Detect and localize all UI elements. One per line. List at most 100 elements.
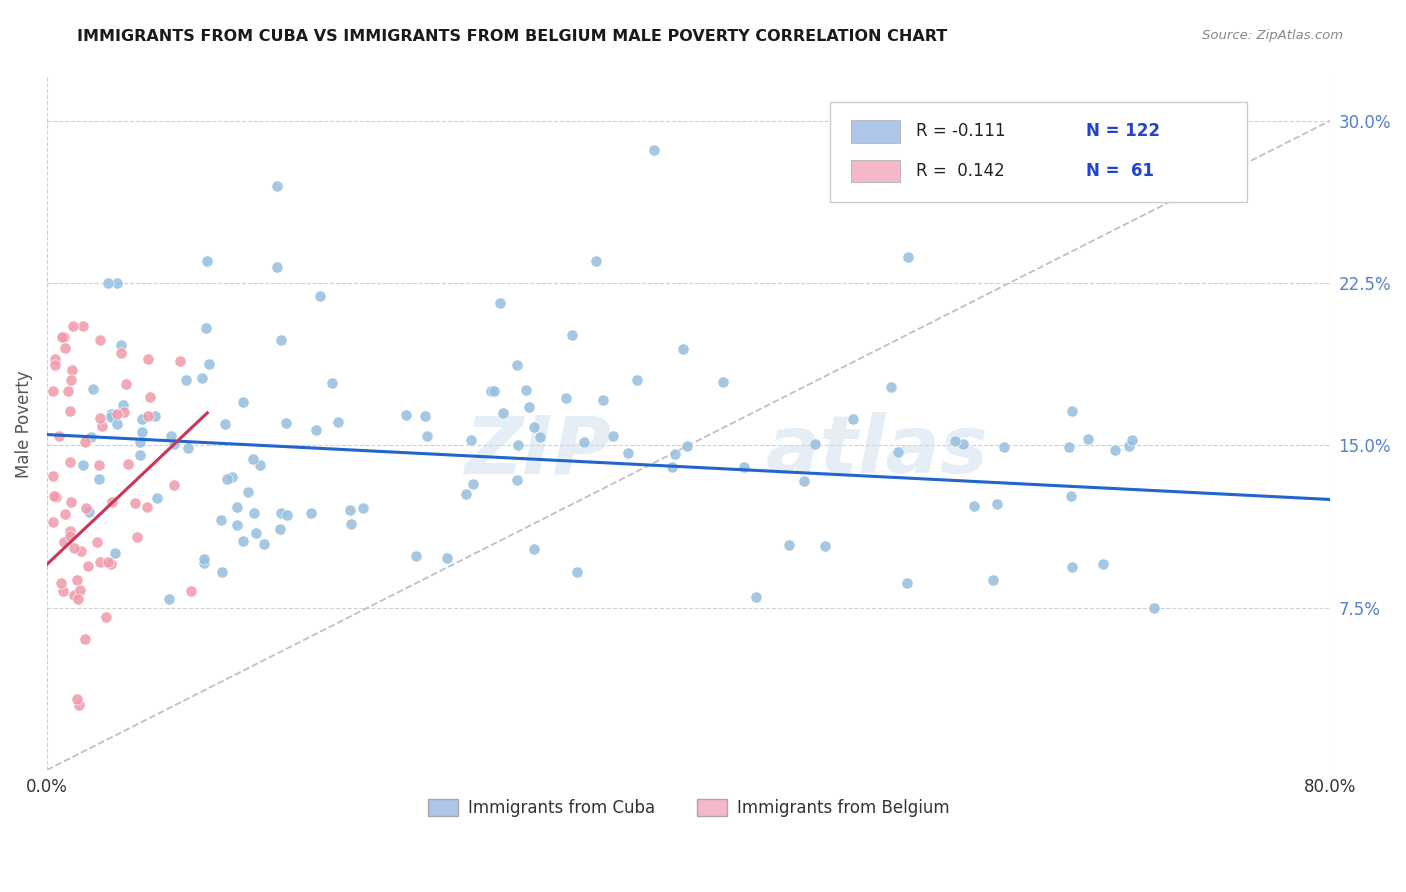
Point (42, 515, 65, 529)
Point (436, 550, 458, 565)
Point (52, 584, 75, 599)
Point (159, 428, 181, 442)
Point (174, 373, 197, 387)
Point (90, 419, 112, 434)
Point (986, 497, 1008, 511)
Point (211, 565, 233, 579)
Point (245, 526, 267, 541)
Point (67, 592, 90, 607)
Point (943, 434, 966, 449)
Point (415, 429, 437, 443)
Point (1060, 404, 1083, 418)
Point (952, 437, 974, 451)
Point (1077, 432, 1099, 446)
Point (62, 588, 84, 602)
Point (1059, 441, 1081, 455)
Point (82, 382, 104, 396)
Point (565, 565, 588, 579)
Point (146, 491, 169, 506)
Point (103, 546, 125, 560)
Point (517, 400, 540, 414)
Point (209, 512, 232, 526)
Point (163, 437, 186, 451)
Point (94, 610, 117, 624)
Point (124, 496, 146, 510)
Point (110, 346, 132, 360)
Point (136, 352, 159, 367)
Text: N = 122: N = 122 (1087, 122, 1160, 140)
Point (131, 425, 153, 439)
Point (73, 632, 96, 647)
Point (242, 506, 264, 520)
Y-axis label: Male Poverty: Male Poverty (15, 370, 32, 477)
Point (506, 358, 529, 372)
Legend: Immigrants from Cuba, Immigrants from Belgium: Immigrants from Cuba, Immigrants from Be… (420, 792, 956, 824)
Point (1121, 433, 1143, 447)
Point (62, 319, 84, 334)
Point (661, 460, 683, 475)
Point (1062, 560, 1084, 574)
Point (352, 500, 374, 515)
Point (585, 254, 607, 268)
Point (87, 458, 110, 472)
Point (128, 449, 150, 463)
Point (232, 395, 254, 409)
Point (488, 296, 510, 310)
Point (745, 591, 768, 605)
Point (193, 552, 215, 566)
Point (76, 558, 98, 573)
Point (215, 472, 238, 486)
Text: Source: ZipAtlas.com: Source: ZipAtlas.com (1202, 29, 1343, 43)
Point (56, 384, 79, 399)
Point (963, 500, 986, 514)
Point (270, 333, 292, 347)
Point (572, 435, 595, 450)
Point (105, 276, 128, 290)
Point (42, 469, 65, 483)
Point (52, 330, 75, 344)
Point (456, 487, 478, 501)
Point (561, 328, 583, 343)
Point (59, 524, 82, 538)
Point (482, 384, 505, 398)
Point (804, 437, 827, 451)
Point (53, 535, 76, 549)
Point (51, 576, 73, 591)
Point (515, 383, 537, 397)
Point (266, 178, 288, 193)
Point (232, 534, 254, 549)
Point (1104, 442, 1126, 457)
Point (100, 558, 122, 572)
Point (413, 409, 436, 423)
Point (461, 477, 484, 491)
Point (226, 518, 249, 533)
Point (63, 541, 86, 556)
Point (993, 440, 1015, 454)
Point (626, 373, 648, 387)
Point (131, 411, 153, 425)
Point (479, 384, 502, 398)
Point (191, 371, 214, 385)
Point (42, 384, 65, 399)
Point (671, 343, 693, 357)
Point (226, 500, 249, 514)
Point (1091, 558, 1114, 572)
Point (75, 501, 97, 516)
Point (143, 409, 166, 423)
Text: N =  61: N = 61 (1087, 162, 1154, 180)
Point (112, 404, 135, 418)
Text: R =  0.142: R = 0.142 (915, 162, 1004, 180)
Point (69, 582, 91, 597)
Point (193, 557, 215, 571)
Text: R = -0.111: R = -0.111 (915, 122, 1005, 140)
Point (602, 428, 624, 442)
FancyBboxPatch shape (852, 120, 900, 143)
Point (110, 337, 132, 351)
Point (73, 435, 96, 450)
Point (523, 541, 546, 556)
Point (880, 380, 903, 394)
Point (733, 460, 755, 475)
Point (180, 584, 202, 599)
Point (86, 535, 108, 549)
Point (664, 447, 686, 461)
